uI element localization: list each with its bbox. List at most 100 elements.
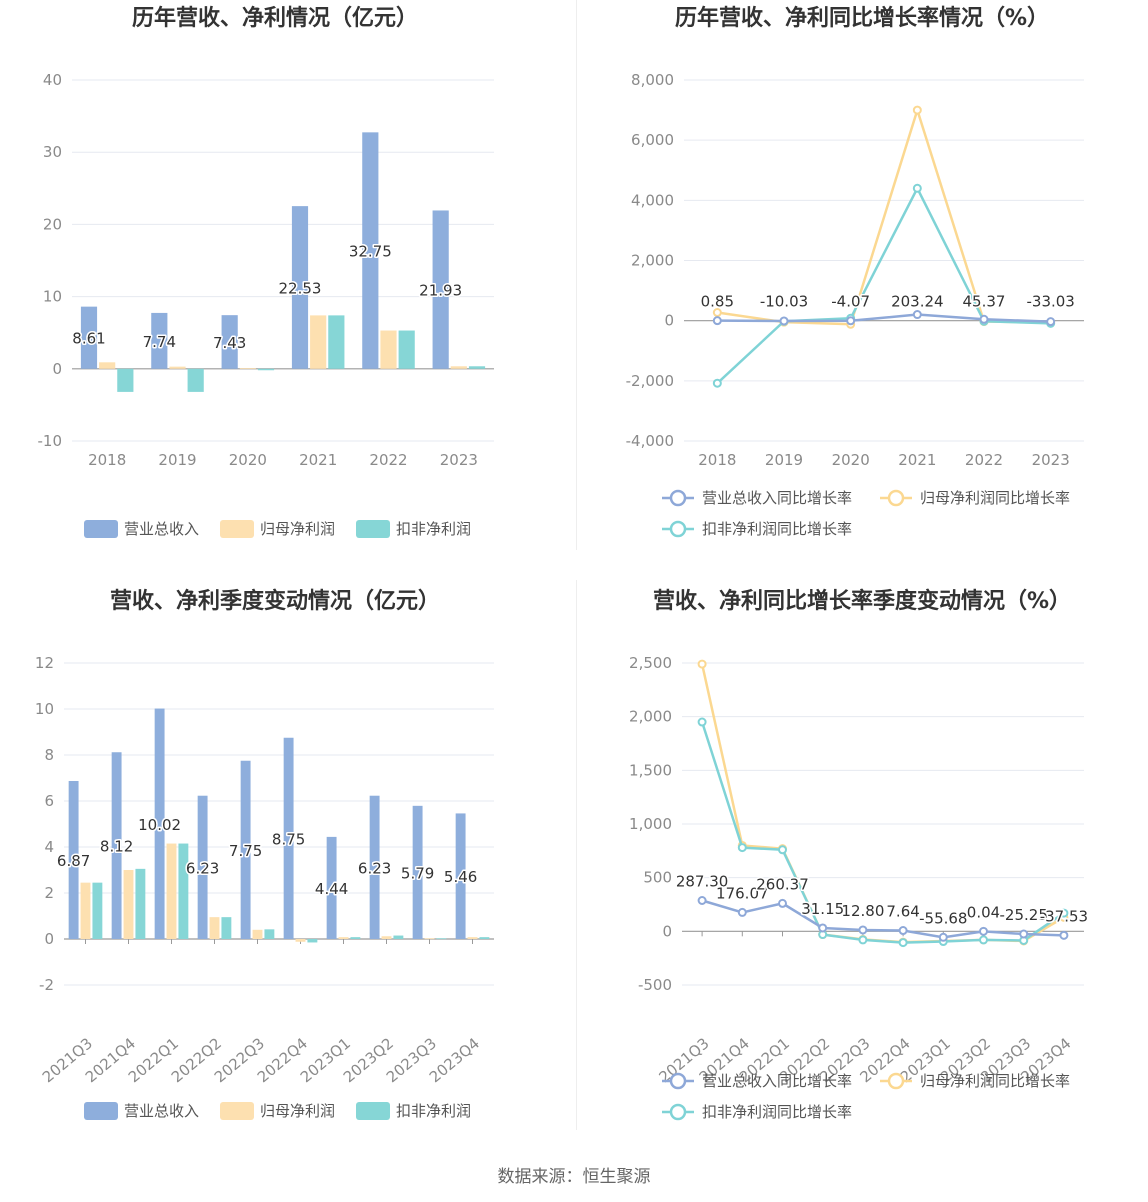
x-tick-label: 2022 xyxy=(965,451,1003,469)
legend-label: 归母净利润 xyxy=(260,520,335,538)
bar-revenue xyxy=(68,780,79,939)
x-tick-label: 2019 xyxy=(765,451,803,469)
bar-revenue xyxy=(240,760,251,939)
bar-revenue xyxy=(283,737,294,939)
legend-label: 营业总收入同比增长率 xyxy=(702,1072,852,1090)
data-label: 32.75 xyxy=(349,243,392,261)
y-tick-label: 40 xyxy=(43,71,62,89)
data-label: -55.68 xyxy=(919,909,967,927)
quarterly-revenue-profit-chart: 营收、净利季度变动情况（亿元）-20246810122021Q32021Q420… xyxy=(35,588,494,1120)
y-tick-label: 10 xyxy=(43,288,62,306)
bar-net-profit xyxy=(169,366,186,369)
data-label: 8.75 xyxy=(272,830,305,848)
legend-marker xyxy=(669,1072,687,1090)
data-label: 8.12 xyxy=(100,838,133,856)
data-label: 6.23 xyxy=(358,859,391,877)
annual-revenue-profit-chart: 历年营收、净利情况（亿元） -10 0 10 20 30 40 2018 2019 2020 202… xyxy=(38,5,494,538)
bar-revenue xyxy=(111,752,122,939)
data-label: 8.61 xyxy=(72,330,105,348)
legend-swatch xyxy=(356,520,390,538)
data-point xyxy=(979,314,989,324)
data-label: 6.87 xyxy=(57,852,90,870)
bar-revenue xyxy=(221,315,238,369)
data-label: 203.24 xyxy=(891,293,944,311)
data-label: 5.46 xyxy=(444,868,477,886)
y-tick-label: 4 xyxy=(44,838,54,856)
bar-net-profit xyxy=(424,938,435,940)
legend-label: 扣非净利润 xyxy=(396,520,471,538)
x-tick-label: 2018 xyxy=(698,451,736,469)
legend-label: 扣非净利润 xyxy=(396,1102,471,1120)
data-label: 12.80 xyxy=(841,902,884,920)
bar-revenue xyxy=(154,708,165,939)
quarterly-growth-rate-chart: 营收、净利同比增长率季度变动情况（%） -500 0 500 1,000 1,500 2,0… xyxy=(629,588,1090,1121)
data-source-note: 数据来源：恒生聚源 xyxy=(497,1167,651,1187)
y-tick-label: -4,000 xyxy=(626,432,674,450)
data-point xyxy=(778,845,787,855)
data-label: 5.79 xyxy=(401,864,434,882)
bar-net-profit xyxy=(252,929,263,939)
data-label: 0.04 xyxy=(967,903,1000,921)
chart-title: 历年营收、净利同比增长率情况（%） xyxy=(675,5,1049,31)
legend-swatch xyxy=(356,1102,390,1120)
data-point xyxy=(1046,317,1056,327)
data-label: 260.37 xyxy=(756,875,809,893)
data-point xyxy=(778,898,787,908)
data-point xyxy=(818,923,828,933)
y-tick-label: -10 xyxy=(38,432,63,450)
bar-deducted-profit xyxy=(257,368,275,371)
data-point xyxy=(898,938,908,948)
data-point xyxy=(979,926,988,936)
bar-revenue xyxy=(432,210,449,369)
bar-revenue xyxy=(455,813,466,939)
data-label: 287.30 xyxy=(676,872,729,890)
bar-deducted-profit xyxy=(264,929,275,939)
x-tick-label: 2020 xyxy=(229,451,267,469)
bar-deducted-profit xyxy=(307,939,318,943)
data-point xyxy=(697,659,707,669)
data-point xyxy=(979,935,988,945)
y-tick-label: 2,000 xyxy=(631,252,674,270)
x-tick-label: 2022 xyxy=(369,451,407,469)
data-point xyxy=(846,316,856,326)
data-point xyxy=(898,926,908,936)
annual-growth-chart-panel: 历年营收、净利同比增长率情况（%） -4,000 -2,000 0 2,000 4,000… xyxy=(576,0,1148,560)
bar-deducted-profit xyxy=(117,368,134,392)
bar-revenue xyxy=(151,312,168,369)
data-point xyxy=(697,895,707,905)
bar-net-profit xyxy=(209,917,220,939)
y-tick-label: 20 xyxy=(43,215,62,233)
data-point xyxy=(858,925,868,935)
bar-net-profit xyxy=(295,939,306,942)
data-label: 31.15 xyxy=(801,900,844,918)
y-tick-label: 6,000 xyxy=(631,131,674,149)
y-tick-label: 10 xyxy=(35,700,54,718)
y-tick-label: -2 xyxy=(39,976,54,994)
data-label: 0.85 xyxy=(701,293,734,311)
divider-top xyxy=(576,0,577,550)
data-label: -4.07 xyxy=(831,293,870,311)
bar-deducted-profit xyxy=(187,368,204,392)
y-tick-label: 1,500 xyxy=(629,761,672,779)
bar-deducted-profit xyxy=(221,917,232,939)
bar-deducted-profit xyxy=(135,868,146,939)
legend-label: 扣非净利润同比增长率 xyxy=(702,1103,852,1121)
bar-revenue xyxy=(80,306,98,369)
data-point xyxy=(912,105,922,115)
data-point xyxy=(737,907,747,917)
data-label: 7.75 xyxy=(229,842,262,860)
chart-title: 营收、净利同比增长率季度变动情况（%） xyxy=(653,588,1071,614)
y-tick-label: 2,500 xyxy=(629,654,672,672)
series-line-deducted-profit xyxy=(716,185,1051,385)
bar-revenue xyxy=(291,206,309,369)
data-label: 7.74 xyxy=(143,333,176,351)
data-label: 7.64 xyxy=(886,903,919,921)
legend-marker xyxy=(887,1072,905,1090)
y-tick-label: 30 xyxy=(43,143,62,161)
y-tick-label: 500 xyxy=(643,869,672,887)
data-label: -33.03 xyxy=(1026,293,1074,311)
series-line-revenue xyxy=(717,313,1051,323)
y-tick-label: 6 xyxy=(44,792,54,810)
chart-title: 营收、净利季度变动情况（亿元） xyxy=(110,588,440,614)
data-point xyxy=(1019,929,1029,939)
